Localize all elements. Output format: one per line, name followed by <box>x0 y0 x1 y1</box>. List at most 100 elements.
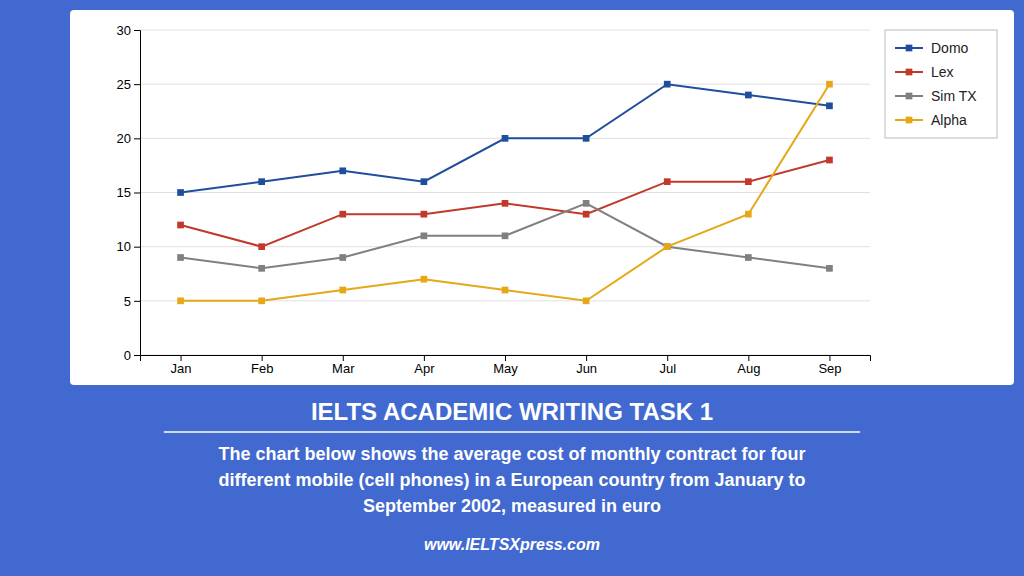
legend-frame <box>885 30 997 138</box>
background <box>0 0 1024 576</box>
legend-item: Alpha <box>895 112 967 128</box>
x-tick-mark <box>343 355 344 361</box>
series <box>177 157 833 250</box>
series-marker <box>339 287 346 294</box>
x-tick: May <box>493 355 518 376</box>
x-tick-label: Jul <box>659 361 676 376</box>
series-marker <box>421 232 428 239</box>
legend: Domo Lex Sim TX Alpha <box>885 30 997 138</box>
x-tick-label: May <box>493 361 518 376</box>
x-tick-mark <box>586 355 587 361</box>
series-marker <box>502 200 509 207</box>
x-tick-label: Aug <box>737 361 760 376</box>
y-axis: 051015202530 <box>117 23 141 363</box>
series-marker <box>339 211 346 218</box>
legend-marker <box>906 93 913 100</box>
series-marker <box>421 178 428 185</box>
y-tick-label: 25 <box>117 77 131 92</box>
legend-item: Sim TX <box>895 88 977 104</box>
grid <box>140 30 870 355</box>
series-marker <box>177 254 184 261</box>
x-tick-label: Mar <box>332 361 355 376</box>
series-line <box>181 84 830 301</box>
series-marker <box>502 135 509 142</box>
x-tick-label: Feb <box>251 361 273 376</box>
series-marker <box>664 81 671 88</box>
y-tick-mark <box>134 301 140 302</box>
series-marker <box>339 167 346 174</box>
title: IELTS ACADEMIC WRITING TASK 1 <box>311 398 713 425</box>
series-marker <box>258 178 265 185</box>
grid-line <box>140 30 870 31</box>
y-tick: 20 <box>117 131 140 146</box>
x-tick-mark <box>667 355 668 361</box>
x-tick-label: Apr <box>414 361 435 376</box>
x-tick: Jul <box>659 355 676 376</box>
series-marker <box>664 178 671 185</box>
x-axis: Jan Feb Mar Apr May Jun Jul Aug Sep <box>141 355 871 376</box>
chart-panel <box>70 10 1014 385</box>
x-tick: Feb <box>251 355 273 376</box>
legend-label: Lex <box>931 64 954 80</box>
legend-label: Alpha <box>931 112 967 128</box>
series-marker <box>502 232 509 239</box>
series-marker <box>177 222 184 229</box>
legend-label: Domo <box>931 40 969 56</box>
y-tick-mark <box>134 193 140 194</box>
series-marker <box>339 254 346 261</box>
series-marker <box>583 135 590 142</box>
y-tick-mark <box>134 138 140 139</box>
x-tick: Jan <box>171 355 192 376</box>
y-tick: 10 <box>117 239 140 254</box>
series-line <box>181 84 830 192</box>
y-tick-label: 5 <box>124 293 131 308</box>
x-tick-mark <box>748 355 749 361</box>
series-marker <box>258 297 265 304</box>
subtitle: September 2002, measured in euro <box>363 496 661 516</box>
series-marker <box>745 92 752 99</box>
x-tick: Mar <box>332 355 355 376</box>
y-tick-mark <box>134 355 140 356</box>
series-marker <box>583 297 590 304</box>
legend-label: Sim TX <box>931 88 977 104</box>
x-tick: Jun <box>576 355 597 376</box>
series-marker <box>826 157 833 164</box>
x-tick-mark <box>181 355 182 361</box>
x-tick-label: Jun <box>576 361 597 376</box>
x-tick-label: Jan <box>171 361 192 376</box>
series <box>177 81 833 196</box>
series-marker <box>583 200 590 207</box>
x-tick: Sep <box>818 355 841 376</box>
y-tick-label: 30 <box>117 23 131 38</box>
x-tick-label: Sep <box>818 361 841 376</box>
subtitle: The chart below shows the average cost o… <box>218 444 805 464</box>
x-tick: Apr <box>414 355 435 376</box>
y-tick-mark <box>134 84 140 85</box>
y-tick-label: 10 <box>117 239 131 254</box>
chart-container: 051015202530JanFebMarAprMayJunJulAugSepD… <box>0 0 1024 576</box>
series-line <box>181 203 830 268</box>
series-marker <box>664 243 671 250</box>
plot-area <box>177 81 833 304</box>
grid-line <box>140 84 870 85</box>
legend-marker <box>906 117 913 124</box>
series-marker <box>826 81 833 88</box>
subtitle: different mobile (cell phones) in a Euro… <box>218 470 805 490</box>
y-tick: 30 <box>117 23 140 38</box>
y-tick-label: 0 <box>124 348 131 363</box>
series-marker <box>745 178 752 185</box>
series-marker <box>745 254 752 261</box>
series <box>177 200 833 272</box>
series-marker <box>664 243 671 250</box>
annotation: www.IELTSXpress.com <box>424 536 600 553</box>
legend-marker <box>906 45 913 52</box>
x-tick-mark <box>505 355 506 361</box>
title-underline <box>164 431 860 433</box>
series-marker <box>826 265 833 272</box>
series-marker <box>826 102 833 109</box>
x-tick: Aug <box>737 355 760 376</box>
x-tick-mark <box>829 355 830 361</box>
series-line <box>181 160 830 247</box>
legend-item: Domo <box>895 40 969 56</box>
series-marker <box>421 276 428 283</box>
